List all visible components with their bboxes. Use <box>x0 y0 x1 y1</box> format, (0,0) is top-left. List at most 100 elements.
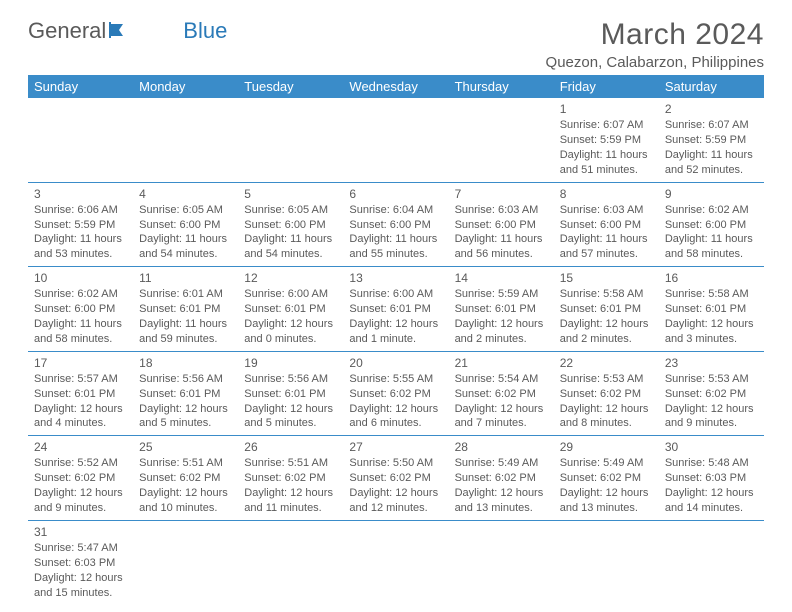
calendar-cell: 29Sunrise: 5:49 AMSunset: 6:02 PMDayligh… <box>554 436 659 521</box>
calendar-row: 24Sunrise: 5:52 AMSunset: 6:02 PMDayligh… <box>28 436 764 521</box>
day-detail: and 8 minutes. <box>560 416 653 431</box>
day-number: 8 <box>560 186 653 202</box>
day-detail: and 58 minutes. <box>665 247 758 262</box>
day-detail: and 1 minute. <box>349 332 442 347</box>
day-number: 28 <box>455 439 548 455</box>
day-detail: and 56 minutes. <box>455 247 548 262</box>
calendar-cell: 2Sunrise: 6:07 AMSunset: 5:59 PMDaylight… <box>659 98 764 182</box>
day-number: 14 <box>455 270 548 286</box>
calendar-row: 10Sunrise: 6:02 AMSunset: 6:00 PMDayligh… <box>28 267 764 352</box>
day-number: 2 <box>665 101 758 117</box>
day-detail: and 54 minutes. <box>139 247 232 262</box>
calendar-row: 31Sunrise: 5:47 AMSunset: 6:03 PMDayligh… <box>28 520 764 604</box>
calendar-cell: 31Sunrise: 5:47 AMSunset: 6:03 PMDayligh… <box>28 520 133 604</box>
day-number: 9 <box>665 186 758 202</box>
day-detail: Sunset: 6:03 PM <box>34 556 127 571</box>
day-number: 21 <box>455 355 548 371</box>
weekday-header: Wednesday <box>343 75 448 98</box>
day-detail: Sunrise: 6:00 AM <box>244 287 337 302</box>
day-detail: Daylight: 11 hours <box>139 232 232 247</box>
day-detail: and 6 minutes. <box>349 416 442 431</box>
calendar-row: 3Sunrise: 6:06 AMSunset: 5:59 PMDaylight… <box>28 182 764 267</box>
day-detail: Sunset: 5:59 PM <box>34 218 127 233</box>
calendar-cell <box>659 520 764 604</box>
calendar-cell: 8Sunrise: 6:03 AMSunset: 6:00 PMDaylight… <box>554 182 659 267</box>
day-number: 12 <box>244 270 337 286</box>
day-detail: Sunrise: 6:05 AM <box>139 203 232 218</box>
day-detail: Sunrise: 6:03 AM <box>455 203 548 218</box>
day-number: 3 <box>34 186 127 202</box>
day-detail: Sunrise: 6:02 AM <box>34 287 127 302</box>
day-detail: Sunset: 5:59 PM <box>665 133 758 148</box>
day-number: 25 <box>139 439 232 455</box>
day-number: 7 <box>455 186 548 202</box>
day-detail: and 55 minutes. <box>349 247 442 262</box>
day-detail: Daylight: 11 hours <box>455 232 548 247</box>
location: Quezon, Calabarzon, Philippines <box>546 54 764 71</box>
day-detail: and 13 minutes. <box>455 501 548 516</box>
day-detail: and 2 minutes. <box>560 332 653 347</box>
day-detail: Sunset: 6:01 PM <box>560 302 653 317</box>
day-detail: Daylight: 12 hours <box>665 486 758 501</box>
day-detail: Sunrise: 5:58 AM <box>560 287 653 302</box>
day-detail: and 59 minutes. <box>139 332 232 347</box>
calendar-cell: 24Sunrise: 5:52 AMSunset: 6:02 PMDayligh… <box>28 436 133 521</box>
day-number: 10 <box>34 270 127 286</box>
day-detail: Daylight: 12 hours <box>455 486 548 501</box>
day-detail: Sunrise: 6:06 AM <box>34 203 127 218</box>
calendar-table: Sunday Monday Tuesday Wednesday Thursday… <box>28 75 764 604</box>
day-detail: Daylight: 12 hours <box>139 402 232 417</box>
day-detail: Sunrise: 6:03 AM <box>560 203 653 218</box>
day-detail: Sunset: 6:02 PM <box>349 471 442 486</box>
calendar-cell: 26Sunrise: 5:51 AMSunset: 6:02 PMDayligh… <box>238 436 343 521</box>
day-detail: Sunset: 6:01 PM <box>665 302 758 317</box>
day-detail: Sunset: 6:00 PM <box>244 218 337 233</box>
day-detail: Sunset: 6:00 PM <box>665 218 758 233</box>
weekday-header: Sunday <box>28 75 133 98</box>
calendar-cell: 27Sunrise: 5:50 AMSunset: 6:02 PMDayligh… <box>343 436 448 521</box>
day-detail: Sunrise: 6:01 AM <box>139 287 232 302</box>
calendar-cell: 18Sunrise: 5:56 AMSunset: 6:01 PMDayligh… <box>133 351 238 436</box>
day-detail: Daylight: 12 hours <box>349 317 442 332</box>
day-detail: Daylight: 12 hours <box>455 317 548 332</box>
day-detail: Daylight: 11 hours <box>244 232 337 247</box>
calendar-cell: 17Sunrise: 5:57 AMSunset: 6:01 PMDayligh… <box>28 351 133 436</box>
calendar-cell <box>343 98 448 182</box>
day-detail: Daylight: 11 hours <box>139 317 232 332</box>
day-detail: Sunset: 6:01 PM <box>349 302 442 317</box>
day-number: 19 <box>244 355 337 371</box>
day-detail: Sunrise: 5:53 AM <box>560 372 653 387</box>
day-detail: Daylight: 11 hours <box>34 232 127 247</box>
day-detail: and 51 minutes. <box>560 163 653 178</box>
day-number: 6 <box>349 186 442 202</box>
day-detail: and 14 minutes. <box>665 501 758 516</box>
day-detail: Sunset: 6:02 PM <box>560 471 653 486</box>
day-detail: Sunrise: 5:49 AM <box>455 456 548 471</box>
day-detail: Sunrise: 5:57 AM <box>34 372 127 387</box>
calendar-cell: 20Sunrise: 5:55 AMSunset: 6:02 PMDayligh… <box>343 351 448 436</box>
day-detail: Daylight: 11 hours <box>665 148 758 163</box>
day-detail: Sunrise: 5:56 AM <box>244 372 337 387</box>
day-detail: and 9 minutes. <box>34 501 127 516</box>
calendar-row: 1Sunrise: 6:07 AMSunset: 5:59 PMDaylight… <box>28 98 764 182</box>
calendar-cell: 22Sunrise: 5:53 AMSunset: 6:02 PMDayligh… <box>554 351 659 436</box>
day-detail: and 4 minutes. <box>34 416 127 431</box>
day-detail: Sunrise: 5:54 AM <box>455 372 548 387</box>
day-number: 4 <box>139 186 232 202</box>
day-detail: Sunrise: 5:49 AM <box>560 456 653 471</box>
day-number: 13 <box>349 270 442 286</box>
day-number: 20 <box>349 355 442 371</box>
day-number: 23 <box>665 355 758 371</box>
day-detail: Sunset: 6:03 PM <box>665 471 758 486</box>
calendar-cell <box>238 520 343 604</box>
day-detail: Sunset: 6:01 PM <box>244 302 337 317</box>
day-detail: and 15 minutes. <box>34 586 127 601</box>
day-detail: Sunset: 6:02 PM <box>455 471 548 486</box>
day-detail: Daylight: 12 hours <box>349 402 442 417</box>
day-detail: Sunrise: 5:59 AM <box>455 287 548 302</box>
calendar-cell: 28Sunrise: 5:49 AMSunset: 6:02 PMDayligh… <box>449 436 554 521</box>
day-detail: Daylight: 12 hours <box>244 317 337 332</box>
day-detail: and 12 minutes. <box>349 501 442 516</box>
day-detail: Sunset: 6:00 PM <box>349 218 442 233</box>
calendar-cell: 1Sunrise: 6:07 AMSunset: 5:59 PMDaylight… <box>554 98 659 182</box>
